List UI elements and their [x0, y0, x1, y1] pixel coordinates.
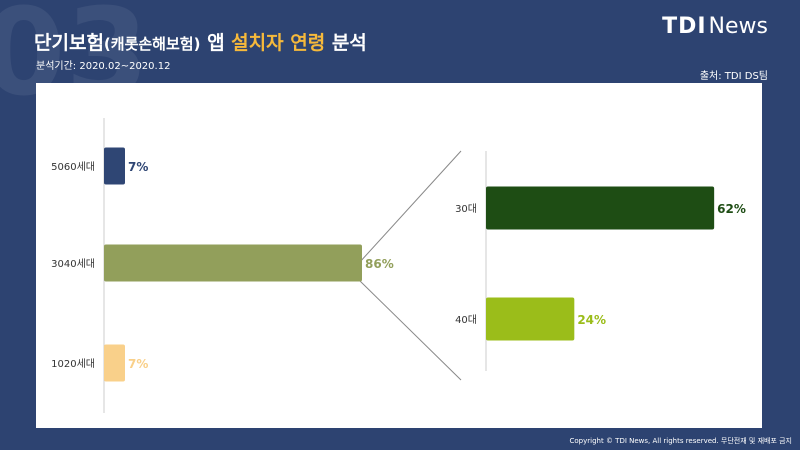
chart-title: 단기보험(캐롯손해보험) 앱 설치자 연령 분석: [34, 28, 367, 55]
right-bar-0: [486, 186, 715, 230]
right-category-label-1: 40대: [455, 314, 477, 326]
left-category-label-2: 1020세대: [51, 358, 95, 370]
title-end: 분석: [331, 32, 367, 54]
right-bar-group: 30대 62% 40대 24%: [455, 186, 746, 341]
left-bar-1: [104, 244, 362, 282]
connector-line-top: [358, 150, 462, 264]
connector-line-bottom: [358, 279, 462, 381]
right-category-label-0: 30대: [455, 203, 477, 215]
copyright-footer: Copyright © TDI News, All rights reserve…: [569, 437, 792, 445]
left-value-label-2: 7%: [128, 357, 148, 371]
tdi-news-logo: TDINews: [662, 14, 768, 39]
title-paren: (캐롯손해보험): [103, 35, 201, 53]
chart-panel: 5060세대 7% 3040세대 86% 1020세대 7% 30대 62% 40대 24%: [36, 83, 762, 428]
source-label: 출처: TDI DS팀: [699, 71, 768, 82]
title-highlight: 설치자 연령: [231, 32, 326, 54]
right-value-label-0: 62%: [717, 202, 746, 216]
left-value-label-0: 7%: [128, 160, 148, 174]
left-bar-2: [104, 344, 125, 382]
title-app: 앱: [207, 32, 225, 54]
chart-svg: 5060세대 7% 3040세대 86% 1020세대 7% 30대 62% 40대 24%: [51, 118, 746, 413]
left-category-label-0: 5060세대: [51, 161, 95, 173]
logo-brand: TDI: [662, 14, 707, 39]
left-value-label-1: 86%: [365, 257, 394, 271]
logo-suffix: News: [708, 14, 768, 39]
right-value-label-1: 24%: [577, 313, 606, 327]
left-bar-0: [104, 147, 125, 185]
left-bar-group: 5060세대 7% 3040세대 86% 1020세대 7%: [51, 147, 394, 382]
left-category-label-1: 3040세대: [51, 258, 95, 270]
analysis-period: 분석기간: 2020.02~2020.12: [36, 61, 171, 72]
right-bar-1: [486, 297, 575, 341]
title-main: 단기보험: [34, 32, 104, 54]
